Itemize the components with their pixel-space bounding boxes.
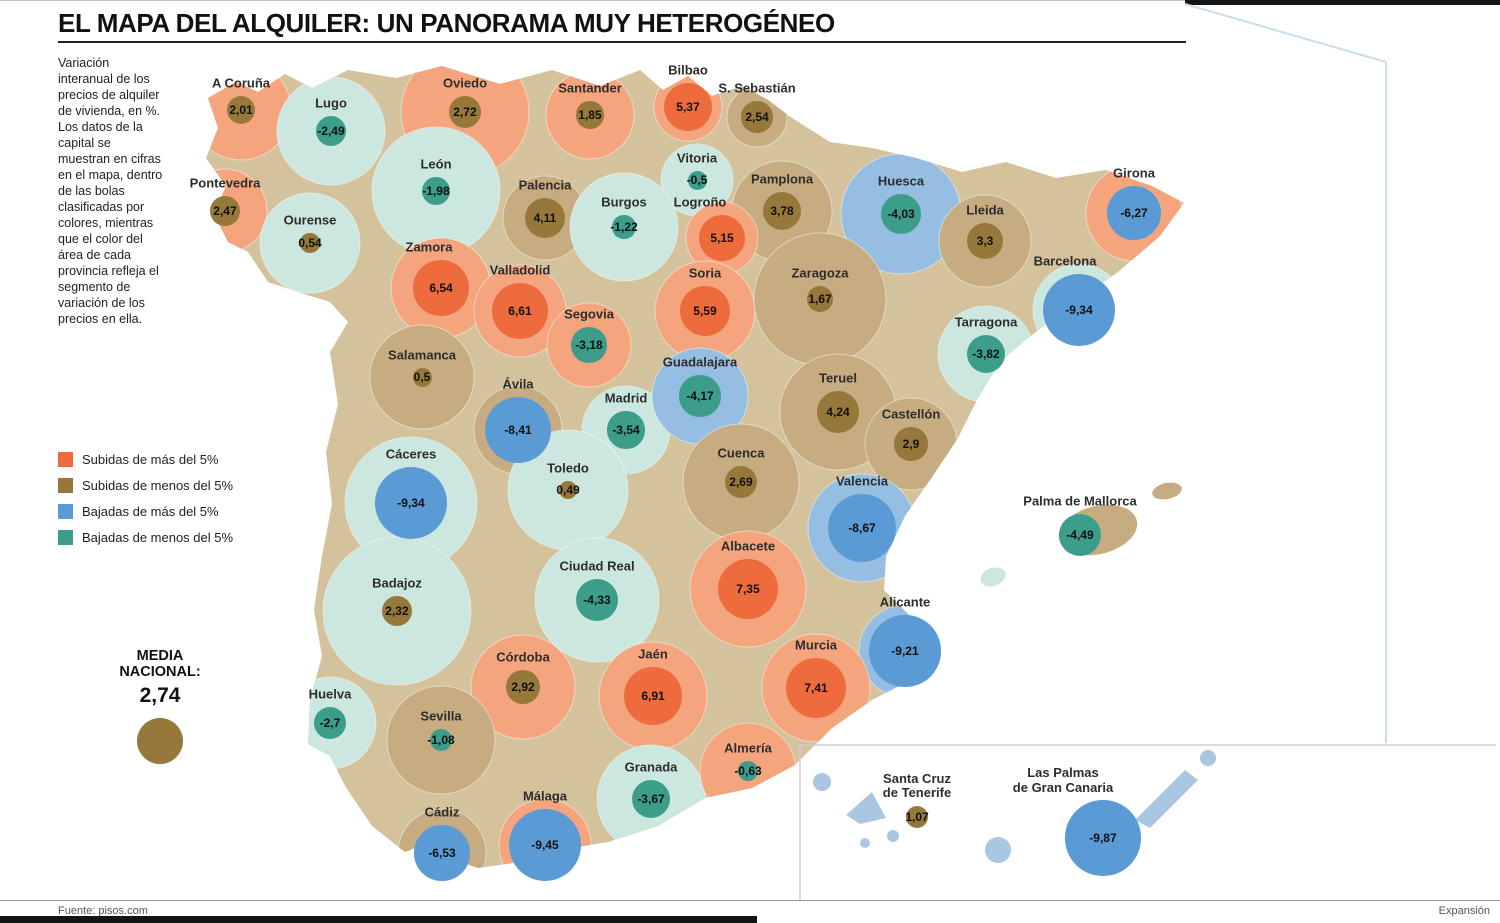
province-area	[369, 324, 475, 430]
top-hairline	[0, 0, 1500, 1]
bottom-black-bar	[0, 916, 757, 923]
tenerife-island	[846, 792, 886, 824]
source-text: Fuente: pisos.com	[58, 905, 148, 917]
province-area	[206, 66, 292, 161]
page-title: EL MAPA DEL ALQUILER: UN PANORAMA MUY HE…	[58, 8, 835, 38]
province-area	[937, 305, 1035, 403]
legend-item-up-gt5: Subidas de más del 5%	[58, 452, 288, 467]
province-area	[938, 194, 1032, 288]
province-area	[545, 70, 635, 160]
province-area	[1032, 263, 1126, 357]
province-area	[689, 530, 807, 648]
footer-hairline	[0, 900, 1500, 901]
province-area	[654, 260, 756, 362]
legend-label: Subidas de menos del 5%	[82, 478, 234, 493]
national-average-value: 2,74	[139, 684, 181, 707]
province-area	[807, 473, 917, 583]
province-area	[371, 126, 501, 256]
legend-swatch-up-lt5-icon	[58, 478, 73, 493]
legend-item-up-lt5: Subidas de menos del 5%	[58, 478, 288, 493]
province-area	[653, 72, 723, 142]
sea-edge-line	[1184, 3, 1387, 63]
province-area	[596, 744, 706, 854]
menorca-island	[1152, 482, 1182, 500]
province-area	[858, 604, 952, 698]
province-area	[322, 536, 472, 686]
province-area	[206, 168, 268, 254]
province-area	[507, 429, 629, 551]
province-area	[1085, 164, 1183, 262]
legend: Subidas de más del 5% Subidas de menos d…	[58, 452, 288, 556]
province-area	[682, 423, 800, 541]
legend-label: Bajadas de menos del 5%	[82, 530, 234, 545]
gran-canaria-island	[985, 837, 1011, 863]
balearic-islands	[980, 482, 1182, 587]
province-area	[276, 76, 386, 186]
la-palma-island	[813, 773, 831, 791]
el-hierro-island	[860, 838, 870, 848]
lanzarote-island	[1200, 750, 1216, 766]
province-area	[699, 722, 797, 820]
la-gomera-island	[887, 830, 899, 842]
province-area	[598, 641, 708, 751]
province-area	[397, 808, 487, 868]
canary-inset	[799, 744, 1496, 900]
legend-swatch-down-gt5-icon	[58, 504, 73, 519]
mallorca-island	[1058, 504, 1138, 556]
province-area	[546, 302, 632, 388]
province-area	[283, 676, 377, 770]
legend-label: Bajadas de más del 5%	[82, 504, 219, 519]
province-area	[259, 192, 361, 294]
province-area	[498, 798, 592, 868]
province-area	[726, 86, 788, 148]
province-area	[386, 685, 496, 795]
ibiza-island	[980, 567, 1006, 587]
top-black-bar	[1185, 0, 1500, 5]
legend-item-down-gt5: Bajadas de más del 5%	[58, 504, 288, 519]
national-average-label: MEDIA NACIONAL:	[119, 648, 201, 680]
publisher-text: Expansión	[1438, 905, 1490, 917]
intro-text: Variación interanual de los precios de a…	[58, 56, 163, 326]
province-area	[753, 232, 887, 366]
province-area	[761, 633, 871, 743]
legend-label: Subidas de más del 5%	[82, 452, 219, 467]
legend-swatch-up-gt5-icon	[58, 452, 73, 467]
province-area	[569, 172, 679, 282]
legend-swatch-down-lt5-icon	[58, 530, 73, 545]
legend-item-down-lt5: Bajadas de menos del 5%	[58, 530, 288, 545]
national-average-circle-icon	[137, 718, 183, 764]
title-rule	[58, 41, 1186, 43]
fuerteventura-island	[1135, 770, 1198, 828]
national-average-block: MEDIA NACIONAL: 2,74	[95, 648, 225, 764]
